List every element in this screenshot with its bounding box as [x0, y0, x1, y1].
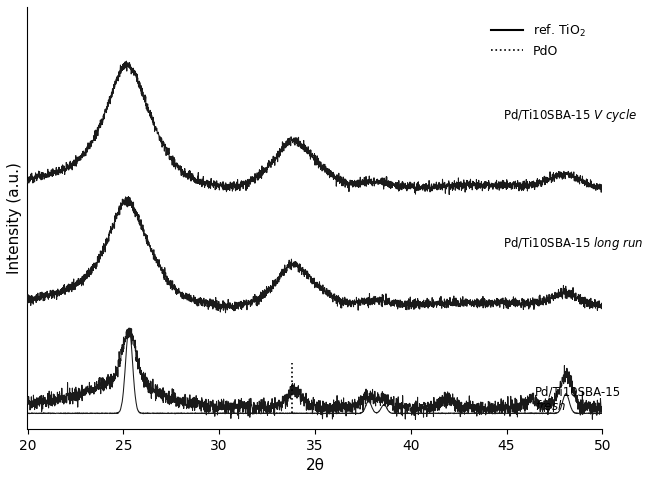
Text: Pd/Ti10SBA-15 $\mathit{V\ cycle}$: Pd/Ti10SBA-15 $\mathit{V\ cycle}$: [503, 107, 637, 124]
Text: Pd/Ti10SBA-15: Pd/Ti10SBA-15: [535, 385, 621, 398]
Text: $\mathit{fresh}$: $\mathit{fresh}$: [535, 398, 566, 412]
X-axis label: 2θ: 2θ: [305, 458, 325, 473]
Legend: ref. TiO$_2$, PdO: ref. TiO$_2$, PdO: [486, 17, 590, 63]
Text: Pd/Ti10SBA-15 $\mathit{long\ run}$: Pd/Ti10SBA-15 $\mathit{long\ run}$: [503, 235, 643, 252]
Y-axis label: Intensity (a.u.): Intensity (a.u.): [7, 162, 22, 274]
